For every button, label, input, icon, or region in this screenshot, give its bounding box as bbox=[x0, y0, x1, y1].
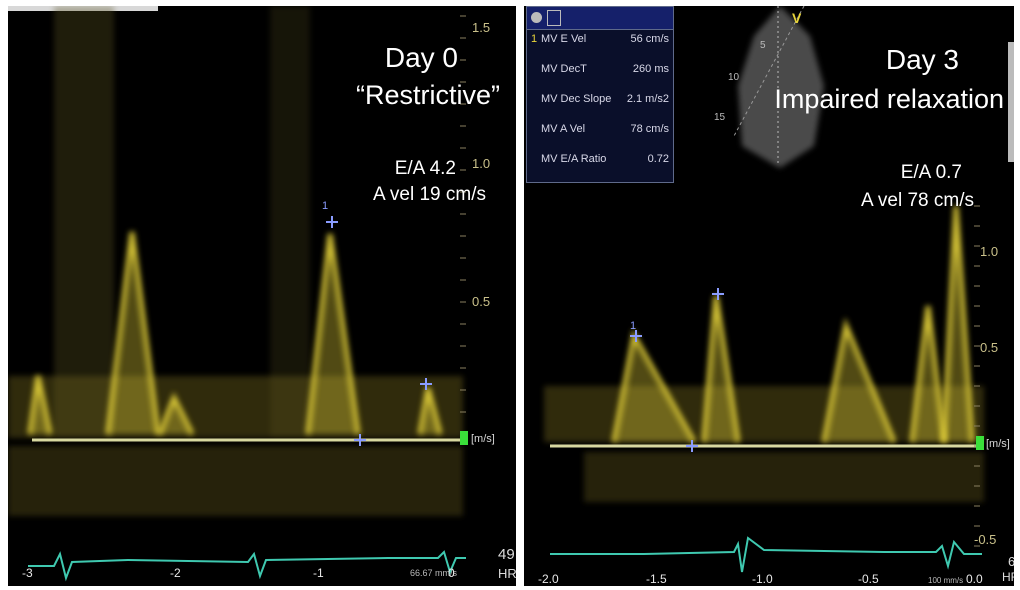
a-velocity-label: A vel 19 cm/s bbox=[373, 184, 486, 205]
measurement-row: MV E/A Ratio 0.72 bbox=[527, 153, 673, 173]
row-value: 0.72 bbox=[647, 153, 669, 165]
scale-label: -0.5 bbox=[974, 532, 997, 547]
sweep-speed: 100 mm/s bbox=[928, 576, 964, 585]
echo-sector bbox=[738, 6, 824, 168]
row-value: 78 cm/s bbox=[630, 123, 669, 135]
time-tick: -1.0 bbox=[752, 572, 773, 586]
heart-rate-value: 6 bbox=[1008, 554, 1014, 569]
a-wave-glow bbox=[944, 206, 972, 442]
a-wave bbox=[27, 375, 53, 435]
e-wave-glow bbox=[614, 336, 694, 442]
a-wave-glow bbox=[160, 398, 192, 434]
scale-label: 1.5 bbox=[472, 20, 491, 35]
row-value: 2.1 m/s2 bbox=[626, 93, 669, 105]
velocity-unit: [m/s] bbox=[471, 433, 495, 445]
caliper-index: 1 bbox=[322, 200, 329, 212]
a-wave bbox=[909, 305, 947, 443]
row-label: MV A Vel bbox=[541, 123, 586, 135]
ea-ratio-label: E/A 0.7 bbox=[900, 162, 962, 183]
time-tick: -2 bbox=[170, 566, 181, 580]
depth-mark: 10 bbox=[728, 72, 740, 83]
e-wave bbox=[821, 317, 897, 443]
e-wave-glow bbox=[308, 234, 358, 434]
time-tick: -2.0 bbox=[538, 572, 559, 586]
heart-rate-label: HR bbox=[1002, 570, 1014, 584]
measurement-header bbox=[527, 7, 673, 30]
heart-rate-value: 49 bbox=[498, 546, 515, 563]
noise-band bbox=[54, 6, 114, 436]
a-wave-glow bbox=[704, 296, 738, 442]
ecg-trace bbox=[28, 550, 466, 582]
time-tick: 0 bbox=[448, 566, 455, 580]
caliper-index: 1 bbox=[630, 320, 637, 332]
a-wave bbox=[157, 391, 195, 436]
pattern-label: “Restrictive” bbox=[355, 80, 500, 110]
row-label: MV E/A Ratio bbox=[541, 153, 607, 165]
low-velocity-band bbox=[8, 376, 463, 438]
trace-icon bbox=[547, 10, 561, 26]
time-tick: -0.5 bbox=[858, 572, 879, 586]
scale-label: 0.5 bbox=[472, 294, 491, 309]
heart-rate-label: HR bbox=[498, 566, 516, 581]
baseline-marker bbox=[460, 431, 468, 445]
time-tick: -3 bbox=[22, 566, 33, 580]
row-index: 1 bbox=[531, 33, 538, 45]
noise-band bbox=[270, 6, 310, 436]
a-velocity-label: A vel 78 cm/s bbox=[861, 190, 974, 211]
doppler-spectrum-right bbox=[544, 6, 1014, 573]
velocity-unit: [m/s] bbox=[986, 438, 1010, 450]
sector-edge bbox=[733, 6, 805, 137]
scale-label: 0.5 bbox=[980, 340, 999, 355]
depth-mark: 5 bbox=[760, 40, 766, 51]
measurement-table: 1 MV E Vel 56 cm/s MV DecT 260 ms MV Dec… bbox=[526, 6, 674, 183]
reverse-flow-band bbox=[584, 452, 984, 502]
measurement-row: MV A Vel 78 cm/s bbox=[527, 123, 673, 143]
ea-ratio-label: E/A 4.2 bbox=[394, 158, 456, 179]
depth-mark: 15 bbox=[714, 112, 726, 123]
row-value: 260 ms bbox=[632, 63, 669, 75]
probe-orientation-mark: V bbox=[792, 10, 802, 26]
measurement-row: MV Dec Slope 2.1 m/s2 bbox=[527, 93, 673, 113]
doppler-panel-day3: 1 MV E Vel 56 cm/s MV DecT 260 ms MV Dec… bbox=[524, 6, 1014, 586]
reverse-flow-band bbox=[8, 446, 463, 516]
doppler-spectrum-left bbox=[8, 6, 466, 582]
day-label: Day 0 bbox=[384, 42, 458, 73]
time-tick: -1 bbox=[313, 566, 324, 580]
a-wave bbox=[701, 295, 741, 443]
sweep-speed: 66.67 mm/s bbox=[410, 568, 458, 578]
row-label: MV DecT bbox=[541, 63, 587, 75]
e-wave bbox=[305, 233, 361, 435]
row-label: MV E Vel bbox=[541, 33, 587, 45]
measurement-row: 1 MV E Vel 56 cm/s bbox=[527, 33, 673, 53]
ecg-trace bbox=[550, 536, 982, 573]
day-label: Day 3 bbox=[885, 44, 959, 75]
doppler-panel-day0: Day 0 “Restrictive” E/A 4.2 A vel 19 cm/… bbox=[8, 6, 516, 586]
a-wave-glow bbox=[912, 306, 944, 442]
pattern-label: Impaired relaxation bbox=[774, 84, 1004, 114]
row-label: MV Dec Slope bbox=[541, 93, 612, 105]
a-wave bbox=[941, 205, 975, 443]
e-wave bbox=[105, 231, 161, 435]
time-tick: 0.0 bbox=[966, 572, 983, 586]
time-tick: -1.5 bbox=[646, 572, 667, 586]
e-wave-glow bbox=[108, 232, 158, 434]
a-wave bbox=[417, 387, 443, 435]
scale-label: 1.0 bbox=[980, 244, 999, 259]
measurement-row: MV DecT 260 ms bbox=[527, 63, 673, 83]
baseline-marker bbox=[976, 436, 984, 450]
row-value: 56 cm/s bbox=[630, 33, 669, 45]
record-icon bbox=[531, 12, 542, 23]
gray-bar bbox=[1008, 42, 1014, 162]
scale-label: 1.0 bbox=[472, 156, 491, 171]
